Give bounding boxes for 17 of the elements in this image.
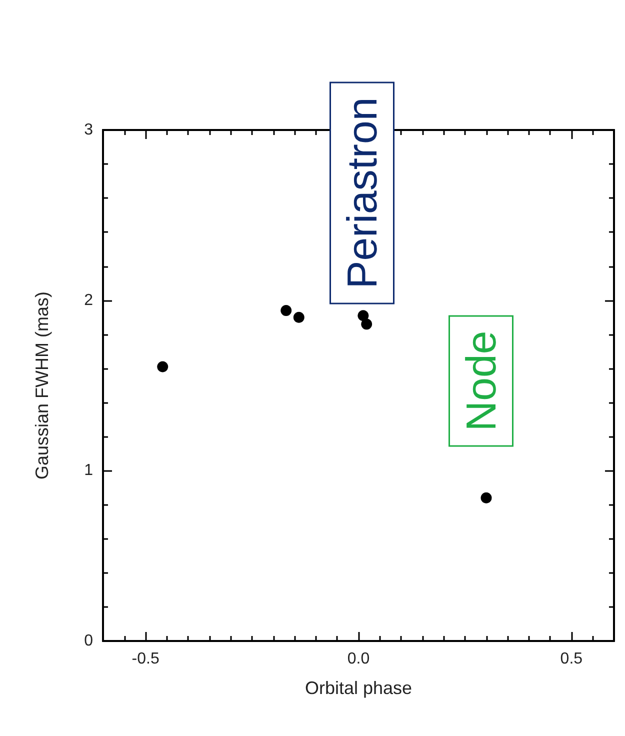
point <box>361 318 372 330</box>
y-tick-label: 2 <box>84 292 94 309</box>
point <box>157 361 168 372</box>
point <box>280 305 292 316</box>
x-tick-label: 0.5 <box>560 650 583 668</box>
point <box>358 310 369 322</box>
annotation: Node <box>458 330 504 432</box>
x-tick-label: 0.0 <box>347 650 370 668</box>
point <box>480 492 492 504</box>
x-axis-title: Orbital phase <box>304 678 412 698</box>
y-tick-label: 3 <box>84 122 94 138</box>
y-tick-label: 1 <box>84 462 94 480</box>
annotation: Periastron <box>338 97 386 289</box>
x-tick-label: -0.5 <box>132 650 160 668</box>
point <box>293 312 304 323</box>
y-axis-title: Gaussian FWHM (mas) <box>32 291 52 480</box>
y-tick-label: 0 <box>84 632 94 650</box>
